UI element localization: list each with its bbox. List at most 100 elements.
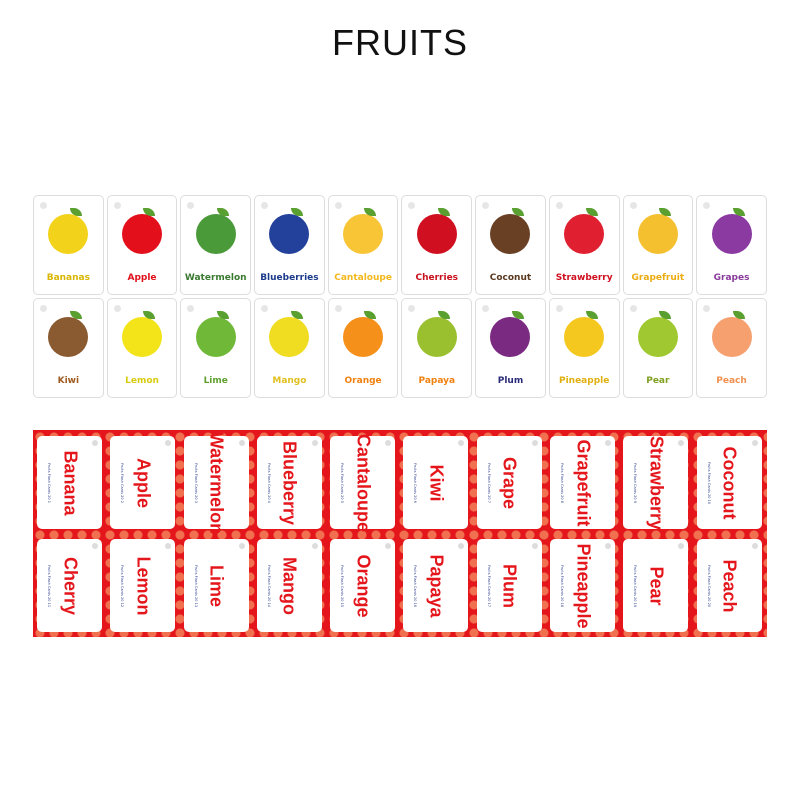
punch-hole [334,202,342,209]
back-card-caption: Fruits Flash Cards 20 19 [633,564,638,607]
back-card-strawberry: Fruits Flash Cards 20 9 Strawberry [623,435,689,530]
front-card-label: Kiwi [57,376,80,386]
back-card-pineapple: Fruits Flash Cards 20 18 Pineapple [550,539,616,632]
punch-hole [629,202,637,209]
leaf-icon [290,208,303,216]
back-card-apple: Fruits Flash Cards 20 2 Apple [110,436,176,529]
back-card-name: Mango [279,556,300,615]
front-card-label: Cherries [415,273,459,283]
back-card-coconut: Fruits Flash Cards 20 10 Coconut [696,436,762,529]
front-card-label: Peach [716,376,747,386]
back-card-name: Watermelon [206,431,227,534]
peach-icon [711,317,752,357]
front-card-label: Orange [344,376,382,386]
front-card-label: Pear [646,376,670,386]
front-card-apple: Apple [106,195,178,295]
punch-hole [385,543,392,549]
punch-hole [238,543,245,549]
orange-icon [343,317,384,357]
punch-hole [261,202,269,209]
front-card-label: Lemon [125,376,159,386]
leaf-icon [143,208,156,216]
punch-hole [165,543,172,549]
front-card-label: Plum [497,376,524,386]
back-card-caption: Fruits Flash Cards 20 9 [633,462,638,503]
back-card-name: Banana [60,449,80,516]
punch-hole [311,440,318,446]
front-card-label: Apple [127,273,157,283]
back-card-name: Papaya [426,553,447,618]
back-card-name: Pineapple [573,542,594,629]
leaf-icon [732,311,745,319]
back-card-kiwi: Fruits Flash Cards 20 6 Kiwi [403,436,469,529]
front-card-peach: Peach [696,298,767,398]
back-card-lime: Fruits Flash Cards 20 13 Lime [183,539,249,632]
lime-icon [195,317,236,357]
back-card-caption: Fruits Flash Cards 20 6 [413,462,418,503]
back-card-name: Grapefruit [573,438,594,527]
back-card-caption: Fruits Flash Cards 20 17 [486,564,491,607]
back-card-caption: Fruits Flash Cards 20 3 [193,462,198,503]
back-card-caption: Fruits Flash Cards 20 7 [486,462,491,503]
punch-hole [187,202,195,209]
punch-hole [678,440,685,446]
punch-hole [703,305,711,312]
back-card-banana: Fruits Flash Cards 20 1 Banana [37,436,102,529]
front-card-label: Bananas [46,273,90,283]
leaf-icon [217,311,230,319]
punch-hole [629,305,637,312]
punch-hole [482,305,490,312]
page-title: FRUITS [332,22,468,63]
back-card-name: Lemon [133,555,154,616]
grapefruit-icon [637,214,678,254]
back-card-caption: Fruits Flash Cards 20 4 [266,462,271,503]
punch-hole [751,543,758,549]
back-card-name: Grape [499,456,520,509]
leaf-icon [659,208,672,216]
punch-hole [458,543,465,549]
punch-hole [238,440,245,446]
back-card-caption: Fruits Flash Cards 20 1 [47,462,51,503]
mango-icon [269,317,310,357]
flash-card-backs: Fruits Flash Cards 20 1 Banana Fruits Flas… [33,430,767,637]
leaf-icon [511,311,524,319]
front-card-label: Lime [203,376,228,386]
punch-hole [385,440,392,446]
leaf-icon [69,311,82,319]
flash-card-fronts: Bananas Apple Watermelon Blueberries Cantalo… [33,195,767,401]
punch-hole [751,440,758,446]
back-card-mango: Fruits Flash Cards 20 14 Mango [256,539,322,632]
back-card-name: Coconut [719,446,740,519]
front-card-pineapple: Pineapple [548,298,620,398]
back-card-pear: Fruits Flash Cards 20 19 Pear [623,539,689,632]
back-card-name: Peach [719,558,740,613]
punch-hole [408,305,416,312]
punch-hole [531,543,538,549]
leaf-icon [69,208,82,216]
strawberry-icon [564,214,605,254]
front-card-label: Mango [272,376,307,386]
front-card-blueberries: Blueberries [254,195,325,295]
leaf-icon [438,208,451,216]
back-card-name: Cherry [60,556,80,615]
leaf-icon [364,208,377,216]
back-card-name: Pear [646,565,667,606]
front-row: Bananas Apple Watermelon Blueberries Cantalo… [33,195,767,295]
front-card-strawberry: Strawberry [548,195,620,295]
punch-hole [482,202,490,209]
punch-hole [678,543,685,549]
back-card-name: Blueberry [279,440,300,525]
back-card-caption: Fruits Flash Cards 20 12 [120,564,125,607]
blueberries-icon [269,214,310,254]
front-card-pear: Pear [622,298,694,398]
front-card-kiwi: Kiwi [33,298,104,398]
leaf-icon [143,311,156,319]
back-card-cherry: Fruits Flash Cards 20 11 Cherry [37,539,102,632]
punch-hole [334,305,342,312]
front-card-label: Coconut [489,273,532,283]
back-card-plum: Fruits Flash Cards 20 17 Plum [476,539,542,632]
pear-icon [637,317,678,357]
leaf-icon [732,208,745,216]
back-card-caption: Fruits Flash Cards 20 5 [340,462,345,503]
back-row: Fruits Flash Cards 20 11 Cherry Fruits Fla… [37,539,770,632]
